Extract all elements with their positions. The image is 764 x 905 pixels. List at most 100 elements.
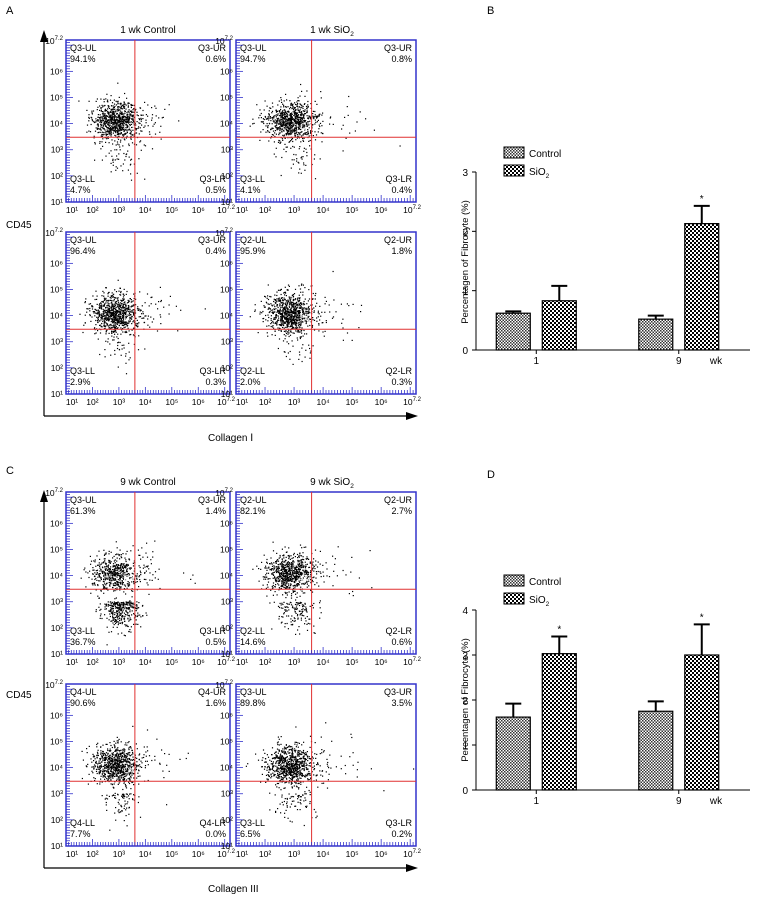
y-tick-label: 10¹ xyxy=(51,389,63,399)
x-tick-label: 10³ xyxy=(113,849,125,859)
x-tick-label: 10⁴ xyxy=(139,397,152,407)
legend-label-control: Control xyxy=(529,149,561,160)
bar xyxy=(542,301,576,350)
y-tick-label: 10⁶ xyxy=(220,518,233,528)
y-tick-label: 10⁵ xyxy=(50,92,63,102)
bar-y-axis-title: Percentagen of Fibrocyte (%) xyxy=(460,200,471,324)
flow-plot-title-sub: 2 xyxy=(350,31,354,38)
y-tick-label: 10⁶ xyxy=(220,66,233,76)
bar-x-category-label: 9 xyxy=(676,356,682,367)
quadrant-ul-value: 96.4% xyxy=(70,246,96,256)
y-tick-label-max-exp: 7.2 xyxy=(225,680,234,686)
flow-plot: Q2Q2-UL82.1%Q2-UR2.7%Q2-LL14.6%Q2-LR0.6%… xyxy=(215,477,421,667)
quadrant-ur-value: 0.6% xyxy=(205,54,226,64)
y-tick-label-max-base: 10 xyxy=(215,36,225,46)
bar-y-tick-label: 0 xyxy=(462,786,468,797)
x-tick-label: 10² xyxy=(259,205,271,215)
bar xyxy=(542,654,576,790)
bar xyxy=(685,224,719,350)
quadrant-ur-value: 0.4% xyxy=(205,246,226,256)
y-tick-label-max-exp: 7.2 xyxy=(225,36,234,42)
x-tick-label: 10² xyxy=(86,397,98,407)
x-tick-label: 10¹ xyxy=(236,849,248,859)
y-tick-label-max-base: 10 xyxy=(45,36,55,46)
quadrant-ul-name: Q4-UL xyxy=(70,687,97,697)
quadrant-ll-name: Q4-LL xyxy=(70,818,95,828)
y-tick-label: 10⁴ xyxy=(220,571,233,581)
y-tick-label-max: 107.2 xyxy=(45,488,63,498)
flow-plot-title: 1 wk SiO2 xyxy=(310,25,354,38)
quadrant-ul-name: Q2-UL xyxy=(240,495,267,505)
flow-plot-title-sub: 2 xyxy=(350,483,354,490)
bar xyxy=(496,717,530,790)
y-tick-label: 10⁴ xyxy=(220,119,233,129)
x-tick-label: 10⁶ xyxy=(375,205,388,215)
quadrant-ur-name: Q2-UR xyxy=(384,495,413,505)
bar-x-category-label: 1 xyxy=(533,796,539,807)
flow-plot-title: 9 wk Control xyxy=(120,477,176,488)
x-tick-label-max-exp: 7.2 xyxy=(413,657,422,663)
quadrant-lr-value: 0.5% xyxy=(205,637,226,647)
significance-marker: * xyxy=(700,612,704,623)
y-tick-label-max-base: 10 xyxy=(45,228,55,238)
x-tick-label: 10⁴ xyxy=(139,849,152,859)
quadrant-ll-value: 36.7% xyxy=(70,637,96,647)
flow-plot-title: 9 wk SiO2 xyxy=(310,477,354,490)
x-tick-label: 10⁶ xyxy=(192,849,205,859)
legend-label-control: Control xyxy=(529,577,561,588)
gate-label: Q3 xyxy=(124,122,135,131)
x-tick-label: 10³ xyxy=(288,397,300,407)
flow-plot: Q3Q3-UL94.1%Q3-UR0.6%Q3-LL4.7%Q3-LR0.5%1… xyxy=(45,25,235,215)
y-tick-label-max: 107.2 xyxy=(215,680,233,690)
y-tick-label: 10³ xyxy=(221,145,233,155)
quadrant-ll-name: Q2-LL xyxy=(240,366,265,376)
legend-label-sio2: SiO2 xyxy=(529,595,550,608)
x-tick-label-max-base: 10 xyxy=(403,849,413,859)
y-tick-label: 10¹ xyxy=(51,841,63,851)
x-tick-label: 10⁵ xyxy=(346,397,359,407)
quadrant-lr-value: 0.5% xyxy=(205,185,226,195)
y-tick-label: 10³ xyxy=(51,789,63,799)
quadrant-ul-name: Q3-UL xyxy=(70,235,97,245)
bar-x-unit-label: wk xyxy=(709,796,723,807)
quadrant-ll-name: Q2-LL xyxy=(240,626,265,636)
quadrant-ur-value: 1.4% xyxy=(205,506,226,516)
gate-label: Q2 xyxy=(300,314,311,323)
quadrant-ul-value: 94.1% xyxy=(70,54,96,64)
y-tick-label: 10⁶ xyxy=(50,66,63,76)
quadrant-ul-name: Q3-UL xyxy=(70,495,97,505)
x-tick-label-max-base: 10 xyxy=(403,205,413,215)
y-tick-label: 10⁴ xyxy=(50,571,63,581)
y-tick-label: 10² xyxy=(221,363,233,373)
x-tick-label-max-exp: 7.2 xyxy=(413,397,422,403)
x-tick-label: 10² xyxy=(259,657,271,667)
quadrant-ll-value: 4.1% xyxy=(240,185,261,195)
quadrant-ul-value: 94.7% xyxy=(240,54,266,64)
gate-label: Q4 xyxy=(124,766,135,775)
y-tick-label-max-exp: 7.2 xyxy=(55,228,64,234)
gate-label: Q2 xyxy=(300,574,311,583)
quadrant-ul-value: 82.1% xyxy=(240,506,266,516)
x-tick-label: 10¹ xyxy=(236,397,248,407)
quadrant-ul-name: Q3-UL xyxy=(240,687,267,697)
y-tick-label: 10⁴ xyxy=(50,763,63,773)
x-tick-label: 10⁴ xyxy=(317,205,330,215)
flow-plot: Q2Q2-UL95.9%Q2-UR1.8%Q2-LL2.0%Q2-LR0.3%1… xyxy=(215,228,421,407)
quadrant-ur-name: Q3-UR xyxy=(384,687,413,697)
y-tick-label-max: 107.2 xyxy=(45,680,63,690)
x-tick-label: 10¹ xyxy=(236,205,248,215)
bar xyxy=(685,655,719,790)
x-tick-label-max: 107.2 xyxy=(403,205,421,215)
quadrant-ll-value: 14.6% xyxy=(240,637,266,647)
y-tick-label-max: 107.2 xyxy=(45,36,63,46)
bar-y-axis-title: Percentagen of Fibrocyte (%) xyxy=(460,638,471,762)
y-tick-label: 10³ xyxy=(221,789,233,799)
quadrant-ll-name: Q3-LL xyxy=(70,626,95,636)
x-tick-label: 10¹ xyxy=(66,657,78,667)
legend-label-sio2-main: SiO xyxy=(529,595,546,606)
x-tick-label: 10⁶ xyxy=(375,849,388,859)
flow-plot: Q3Q3-UL61.3%Q3-UR1.4%Q3-LL36.7%Q3-LR0.5%… xyxy=(45,477,235,667)
flow-plot: Q3Q3-UL94.7%Q3-UR0.8%Q3-LL4.1%Q3-LR0.4%1… xyxy=(215,25,421,215)
bar-y-tick-label: 0 xyxy=(462,346,468,357)
